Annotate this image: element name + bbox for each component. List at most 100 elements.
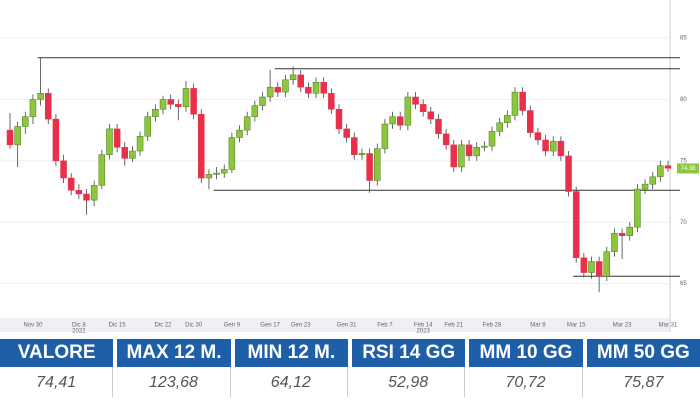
candle-body [98,154,106,186]
candle-body [396,116,404,126]
y-tick-label: 70 [680,220,687,226]
candle-body [465,144,473,157]
table-header: MM 50 GG [586,339,700,367]
candle-body [603,251,611,277]
table-header: MIN 12 M. [234,339,348,367]
x-tick-label: Mar 15 [567,323,586,329]
candle-body [389,116,396,125]
candle-body [75,190,83,195]
candle-body [458,144,465,168]
candle-body [266,86,274,98]
chart: 65 70 75 80 85 Nov 30 Dic 8 Dic 15 Dic 22 Dic 30 G… [0,0,699,335]
x-tick-label: Dic 30 [185,323,203,329]
candle-body [144,116,151,137]
x-tick-label: Mar 31 [659,323,678,329]
stats-table: VALORE MAX 12 M. MIN 12 M. RSI 14 GG MM 10 G… [0,339,700,397]
candle-body [557,140,565,157]
candle-body [504,115,511,124]
candle-body [473,147,480,157]
candle-body [618,233,626,236]
candle-body [251,105,259,117]
candle-body [159,99,167,110]
candle-body [259,96,266,106]
candle-body [595,261,603,277]
x-axis-band [0,318,670,332]
year-label: 2022 [72,329,86,335]
candle-body [45,93,52,120]
x-tick-label: Nov 30 [23,323,43,329]
candle-body [320,82,327,94]
candle-body [90,185,98,201]
candle-body [374,148,381,181]
candle-body [358,153,366,155]
year-label: 2023 [416,329,430,335]
candle-body [572,191,580,259]
candle-body [113,128,121,148]
candle-body [488,131,496,147]
candle-body [381,123,389,149]
candle-body [182,88,190,108]
candle-body [121,147,129,159]
candle-body [412,96,419,105]
candle-body [22,116,29,127]
candle-body [351,137,358,155]
candle-body [611,233,618,252]
candle-body [450,144,458,168]
x-tick-label: Feb 7 [377,323,393,329]
candle-body [289,74,297,81]
candle-body [328,93,335,110]
table-value: 70,72 [469,367,583,397]
candle-body [213,172,220,175]
candle-body [527,110,534,133]
table-header: MM 10 GG [469,339,583,367]
candle-body [175,104,182,108]
y-tick-label: 85 [680,36,687,42]
x-tick-label: Gen 9 [224,323,241,329]
candle-body [565,155,572,192]
candle-body [496,122,503,132]
table-value: 64,12 [235,367,348,397]
candle-body [511,91,519,116]
candle-body [442,133,450,146]
y-tick-label: 80 [680,97,687,103]
candle-body [236,129,243,138]
candle-body [282,79,289,93]
candle-body [634,188,641,228]
candle-body [243,116,251,131]
y-tick-label: 75 [680,158,687,164]
table-value: 123,68 [117,367,231,397]
candle-body [312,82,320,94]
candle-body [52,118,60,162]
candle-body [435,118,442,135]
candle-body [549,140,557,152]
candle-body [664,165,672,169]
last-price-label: 74.38 [680,166,696,172]
x-tick-label: Feb 14 [414,323,433,329]
candle-body [274,86,282,93]
candle-body [14,126,21,146]
candle-body [580,257,588,273]
candle-body [205,174,213,179]
table-header: MAX 12 M. [117,339,231,367]
candle-body [366,153,373,181]
candle-body [588,261,595,273]
table-value: 52,98 [352,367,466,397]
candle-body [83,193,90,201]
x-tick-label: Feb 21 [444,323,463,329]
x-tick-label: Dic 8 [72,323,86,329]
candle-body [198,113,205,179]
candle-body [404,96,412,126]
candle-body [29,99,37,117]
candle-body [190,88,197,115]
table-header: RSI 14 GG [352,339,466,367]
candle-body [67,177,75,191]
candle-body [167,99,174,105]
candle-body [481,145,488,148]
candle-body [152,109,159,117]
x-tick-label: Dic 22 [155,323,173,329]
candle-body [534,132,542,141]
candle-body [343,128,350,138]
candle-body [626,226,633,236]
candle-body [419,104,427,112]
x-tick-label: Mar 23 [613,323,632,329]
